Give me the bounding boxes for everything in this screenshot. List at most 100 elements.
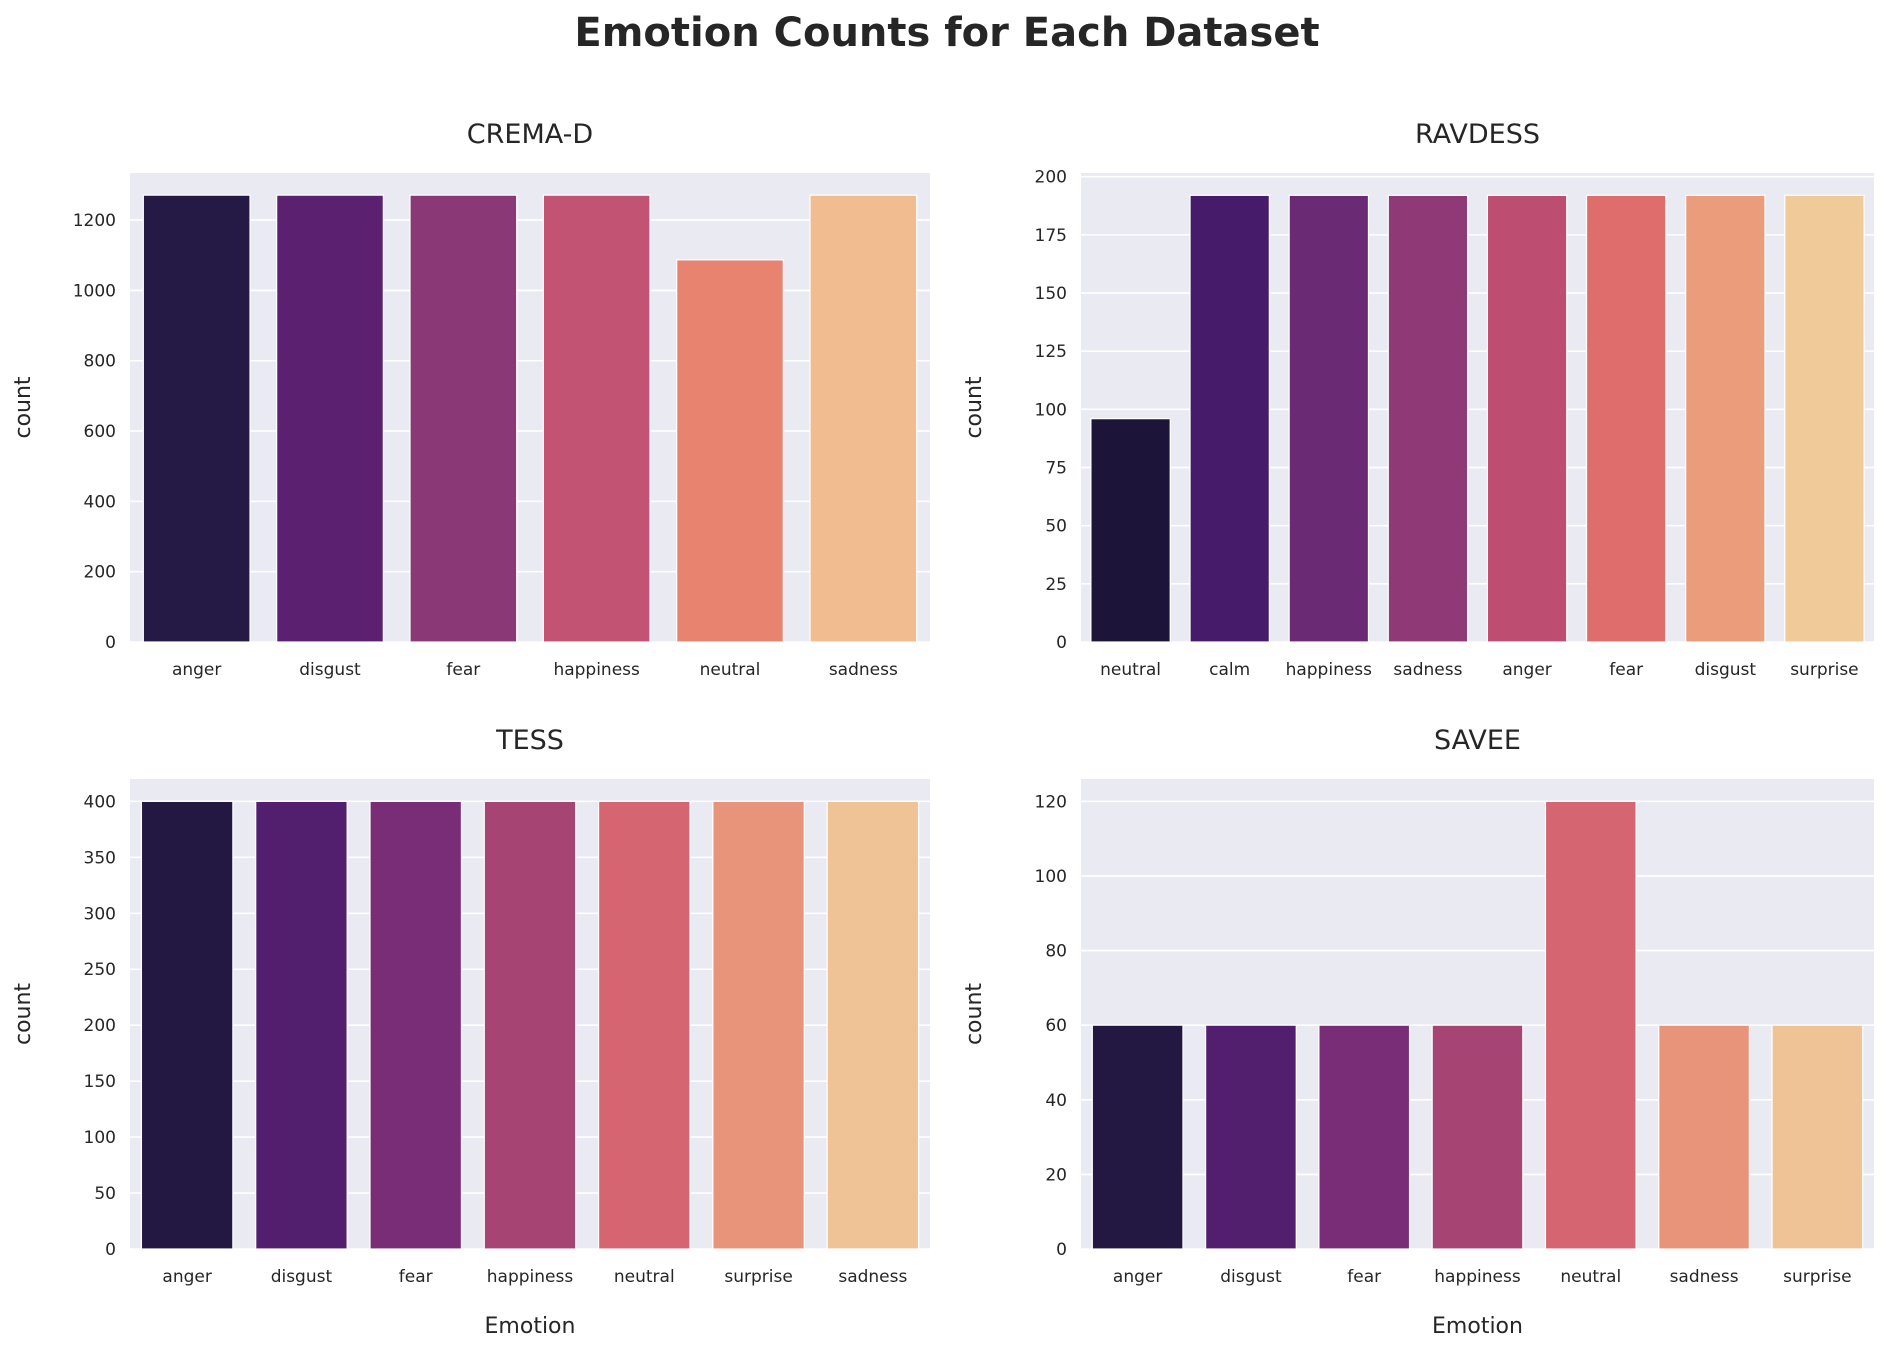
x-tick-label: calm (1209, 660, 1250, 680)
y-ticks: 0 200 400 600 800 1000 1200 (73, 211, 116, 653)
bars (142, 194, 918, 643)
bars (1090, 194, 1865, 643)
x-tick-label: neutral (614, 1267, 675, 1287)
y-tick-label: 100 (1035, 867, 1067, 887)
x-tick-label: disgust (271, 1267, 333, 1287)
x-tick-label: sadness (829, 660, 898, 680)
x-tick-label: disgust (1695, 660, 1757, 680)
y-tick-label: 400 (84, 792, 116, 812)
bar-sadness (1387, 194, 1469, 643)
bar-disgust (276, 194, 384, 643)
x-tick-label: anger (1502, 660, 1551, 680)
x-ticks: anger disgust fear happiness neutral surprise… (162, 1267, 907, 1287)
x-tick-label: sadness (838, 1267, 907, 1287)
bar-surprise (712, 800, 805, 1250)
x-tick-label: happiness (487, 1267, 574, 1287)
y-tick-label: 40 (1045, 1091, 1067, 1111)
y-tick-label: 0 (1056, 1240, 1067, 1260)
y-tick-label: 1200 (73, 211, 116, 231)
bar-neutral (676, 259, 784, 643)
x-tick-label: neutral (1100, 660, 1161, 680)
y-tick-label: 800 (84, 352, 116, 372)
bar-surprise (1784, 194, 1865, 643)
y-tick-label: 25 (1045, 575, 1067, 595)
bar-sadness (826, 800, 920, 1250)
x-ticks: anger disgust fear happiness neutral sadness s… (1113, 1267, 1852, 1287)
x-tick-label: disgust (1220, 1267, 1282, 1287)
bar-disgust (1205, 1024, 1297, 1250)
y-tick-label: 120 (1035, 792, 1067, 812)
bar-sadness (809, 194, 918, 643)
y-tick-label: 50 (1045, 517, 1067, 537)
chart-title: CREMA-D (467, 119, 593, 150)
y-ticks: 0 20 40 60 80 100 120 (1035, 792, 1067, 1260)
chart-crema-d: 0 200 400 600 800 1000 1200 anger disgust fear ha… (11, 119, 930, 680)
bar-happiness (542, 194, 651, 643)
y-axis-label: count (962, 983, 987, 1045)
bar-fear (1585, 194, 1667, 643)
y-tick-label: 125 (1035, 342, 1067, 362)
y-tick-label: 200 (1035, 168, 1067, 188)
chart-savee: 0 20 40 60 80 100 120 anger disgust fear happines… (962, 725, 1874, 1339)
y-tick-label: 100 (84, 1128, 116, 1148)
y-tick-label: 0 (105, 633, 116, 653)
y-tick-label: 100 (1035, 400, 1067, 420)
y-tick-label: 20 (1045, 1165, 1067, 1185)
bar-disgust (255, 800, 348, 1250)
bar-happiness (483, 800, 577, 1250)
bar-neutral (1090, 418, 1171, 643)
x-tick-label: fear (399, 1267, 433, 1287)
x-tick-label: neutral (700, 660, 761, 680)
x-tick-label: happiness (1286, 660, 1373, 680)
bar-calm (1189, 194, 1270, 643)
bar-neutral (1544, 800, 1637, 1250)
figure-title: Emotion Counts for Each Dataset (574, 10, 1319, 56)
x-tick-label: surprise (1783, 1267, 1851, 1287)
bar-happiness (1431, 1024, 1524, 1250)
bar-fear (409, 194, 518, 643)
bar-surprise (1771, 1024, 1864, 1250)
grid-lines (130, 219, 930, 643)
x-tick-label: anger (1113, 1267, 1162, 1287)
y-tick-label: 400 (84, 492, 116, 512)
y-axis-label: count (962, 376, 987, 438)
bar-happiness (1288, 194, 1370, 643)
y-tick-label: 60 (1045, 1016, 1067, 1036)
bar-neutral (597, 800, 691, 1250)
y-axis-label: count (11, 376, 36, 438)
y-tick-label: 50 (94, 1184, 116, 1204)
y-ticks: 0 25 50 75 100 125 150 175 200 (1035, 168, 1067, 653)
chart-tess: 0 50 100 150 200 250 300 350 400 anger disgust fea… (11, 725, 930, 1339)
y-tick-label: 250 (84, 960, 116, 980)
x-tick-label: sadness (1393, 660, 1462, 680)
x-tick-label: sadness (1670, 1267, 1739, 1287)
plot-area (130, 173, 930, 642)
y-tick-label: 200 (84, 1016, 116, 1036)
x-tick-label: anger (172, 660, 221, 680)
bar-anger (140, 800, 234, 1250)
chart-title: TESS (495, 725, 564, 756)
bar-anger (1091, 1024, 1184, 1250)
bar-anger (1486, 194, 1568, 643)
x-ticks: anger disgust fear happiness neutral sadness (172, 660, 898, 680)
bars (140, 800, 920, 1250)
bar-fear (1318, 1024, 1411, 1250)
x-tick-label: neutral (1560, 1267, 1621, 1287)
y-tick-label: 300 (84, 904, 116, 924)
y-ticks: 0 50 100 150 200 250 300 350 400 (84, 792, 116, 1260)
x-tick-label: disgust (299, 660, 361, 680)
y-tick-label: 150 (84, 1072, 116, 1092)
chart-ravdess: 0 25 50 75 100 125 150 175 200 neutral calm happin… (962, 119, 1874, 680)
y-tick-label: 80 (1045, 942, 1067, 962)
x-tick-label: surprise (1790, 660, 1858, 680)
bars (1091, 800, 1864, 1250)
bar-anger (142, 194, 251, 643)
x-tick-label: fear (1347, 1267, 1381, 1287)
bar-sadness (1658, 1024, 1750, 1250)
x-axis-label: Emotion (485, 1314, 576, 1339)
y-tick-label: 350 (84, 848, 116, 868)
y-axis-label: count (11, 983, 36, 1045)
y-tick-label: 150 (1035, 284, 1067, 304)
y-tick-label: 600 (84, 422, 116, 442)
